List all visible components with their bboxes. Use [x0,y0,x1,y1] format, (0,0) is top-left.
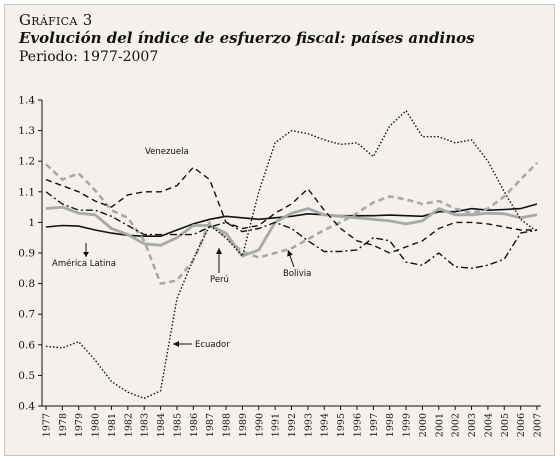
x-tick-label: 1995 [336,413,347,437]
annotation-venezuela: Venezuela [145,147,189,157]
x-tick-label: 1997 [369,413,380,437]
chart-header: Gráfica 3 Evolución del índice de esfuer… [19,11,475,66]
x-tick-label: 1986 [189,413,200,437]
x-tick-label: 1977 [42,413,53,437]
x-tick-label: 1992 [287,413,298,437]
annotation-arrowhead-ecuador [173,341,179,347]
x-tick-label: 1988 [222,413,233,437]
series-line-peru [45,161,538,285]
x-tick-label: 1984 [156,413,167,437]
y-tick-label: 0.8 [18,278,35,290]
x-tick-label: 1980 [91,413,102,437]
y-tick-label: 1.2 [18,156,35,168]
x-tick-label: 1998 [385,413,396,437]
x-tick-label: 1991 [271,413,282,437]
chart-title: Evolución del índice de esfuerzo fiscal:… [19,29,475,47]
series-line-ecuador [45,110,538,400]
x-tick-label: 1985 [172,413,183,437]
annotation-america-latina: América Latina [52,258,116,269]
y-tick-label: 0.7 [18,309,35,321]
x-tick-label: 2003 [467,413,478,437]
x-tick-label: 2001 [434,413,445,437]
x-tick-label: 1999 [402,413,413,437]
x-tick-label: 1990 [254,413,265,437]
x-tick-label: 2004 [483,413,494,437]
x-tick-label: 1989 [238,413,249,437]
y-tick-label: 1.1 [18,186,35,198]
y-tick-label: 0.5 [18,370,35,382]
chart-number-label: Gráfica 3 [19,11,93,29]
series-line-venezuela-2 [45,191,538,269]
annotation-arrowhead-peru [216,248,222,254]
x-tick-label: 1982 [123,413,134,437]
y-tick-label: 0.4 [18,401,35,413]
x-tick-label: 1994 [320,413,331,437]
annotation-arrowhead-america-latina [83,252,89,257]
y-tick-label: 0.6 [18,339,35,351]
x-tick-label: 1978 [58,413,69,437]
y-tick-label: 1.4 [18,95,35,107]
x-tick-label: 1987 [205,413,216,437]
y-tick-label: 0.9 [18,248,35,260]
series-line-bolivia [45,205,538,258]
x-tick-label: 2005 [500,413,511,437]
annotation-ecuador: Ecuador [195,340,230,350]
y-tick-label: 1.3 [18,125,35,137]
chart-period: Periodo: 1977-2007 [19,49,159,65]
x-tick-label: 1983 [140,413,151,437]
x-tick-label: 2002 [451,413,462,437]
y-tick-label: 1 [28,217,35,229]
annotation-bolivia: Bolivia [283,269,311,279]
x-tick-label: 2006 [516,413,527,437]
x-tick-label: 1993 [303,413,314,437]
series-line-venezuela [45,166,537,254]
x-tick-label: 2000 [418,413,429,437]
x-tick-label: 1979 [74,413,85,437]
annotation-peru: Perú [210,275,229,285]
x-tick-label: 1981 [107,413,118,437]
x-tick-label: 2007 [533,413,544,437]
x-tick-label: 1996 [352,413,363,437]
annotation-arrowhead-bolivia [287,250,293,257]
